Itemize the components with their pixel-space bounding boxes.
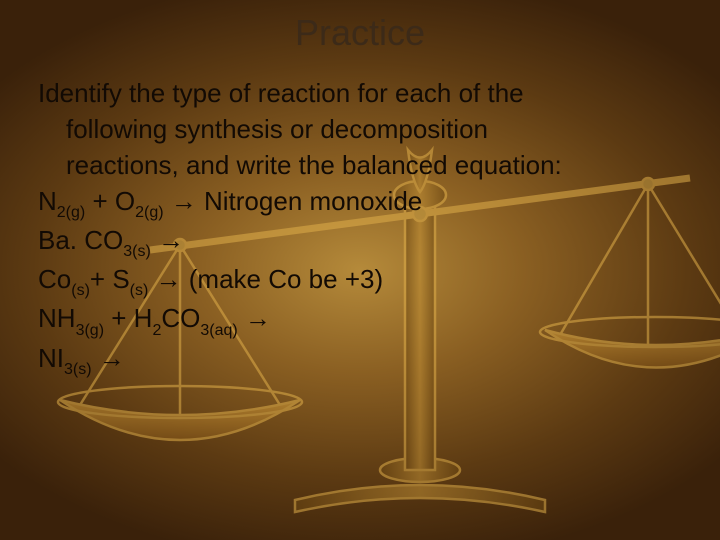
equation-4: NH3(g) + H2CO3(aq) → — [38, 301, 682, 340]
slide-content: Practice Identify the type of reaction f… — [0, 0, 720, 540]
equation-2: Ba. CO3(s) → — [38, 223, 682, 262]
instruction-line-2: following synthesis or decomposition — [38, 112, 682, 148]
equation-3: Co(s)+ S(s) → (make Co be +3) — [38, 262, 682, 301]
equation-1: N2(g) + O2(g) → Nitrogen monoxide — [38, 184, 682, 223]
slide-body: Identify the type of reaction for each o… — [38, 76, 682, 380]
instruction-line-3: reactions, and write the balanced equati… — [38, 148, 682, 184]
equation-5: NI3(s) → — [38, 341, 682, 380]
slide-title: Practice — [38, 12, 682, 54]
instruction-line-1: Identify the type of reaction for each o… — [38, 76, 682, 112]
